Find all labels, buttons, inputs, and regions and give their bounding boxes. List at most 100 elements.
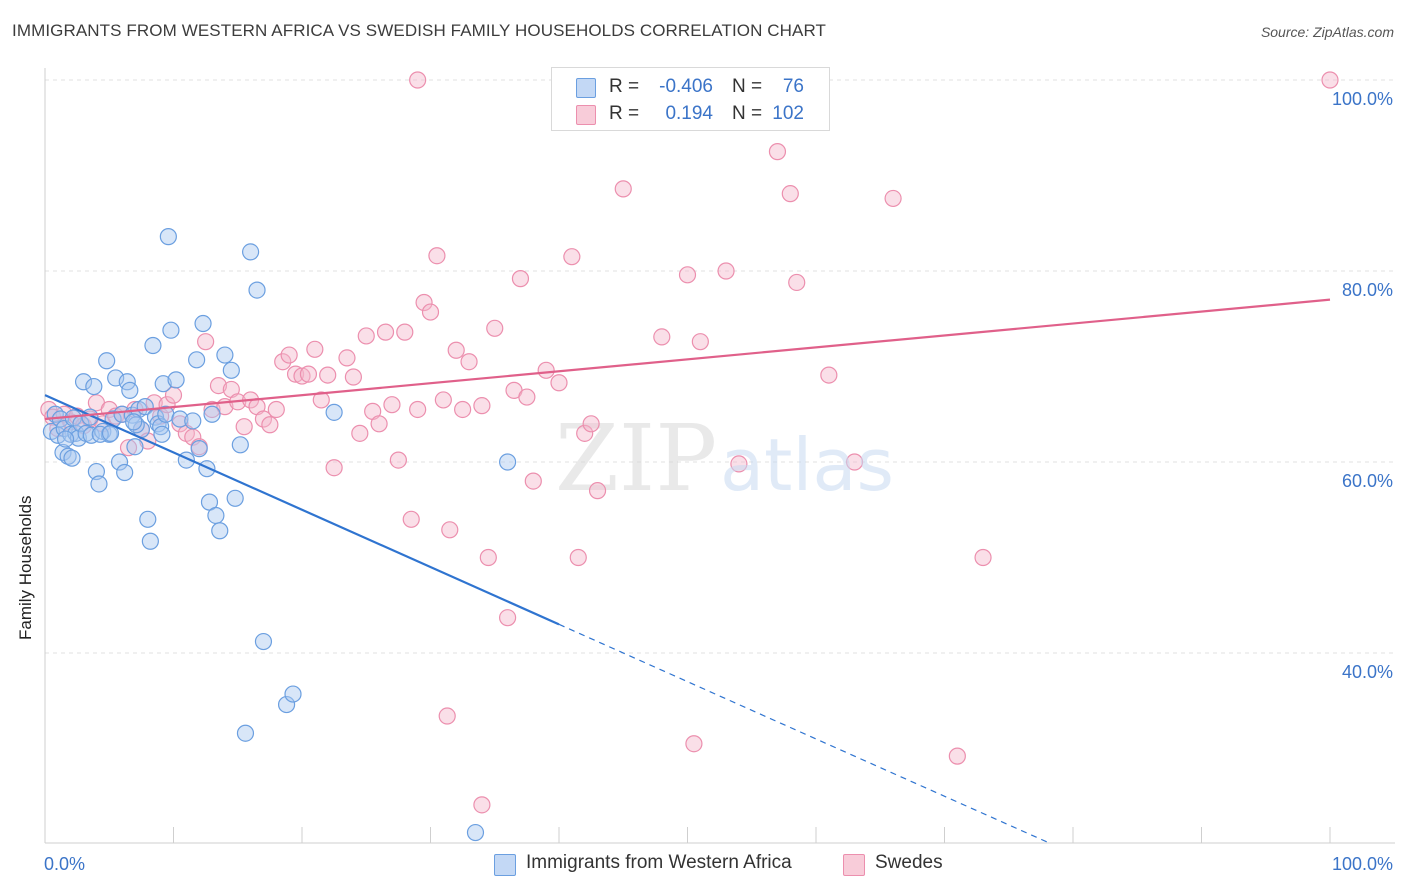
- trend-line-western-africa: [44, 394, 560, 626]
- swedes-point: [441, 521, 459, 539]
- swedes-point: [948, 747, 966, 765]
- western-africa-point: [188, 351, 206, 369]
- y-tick-label: 100.0%: [1332, 89, 1393, 109]
- swedes-point: [781, 185, 799, 203]
- swedes-point: [614, 180, 632, 198]
- grid-lines: [45, 79, 1395, 654]
- swedes-point: [235, 418, 253, 436]
- legend-row-western-africa: R = -0.406 N = 76: [552, 74, 829, 100]
- swedes-point: [499, 609, 517, 627]
- swedes-point: [409, 71, 427, 89]
- swedes-point: [691, 333, 709, 351]
- western-africa-point: [167, 371, 185, 389]
- swedes-point: [434, 391, 452, 409]
- swedes-point: [203, 400, 221, 419]
- swedes-point: [357, 327, 375, 345]
- swedes-point: [473, 397, 491, 415]
- legend-swatch-pink: [576, 105, 596, 125]
- swedes-point: [454, 400, 472, 419]
- swedes-point: [974, 548, 992, 567]
- western-africa-point: [466, 823, 485, 842]
- western-africa-point: [325, 403, 343, 421]
- western-africa-point: [162, 321, 180, 339]
- western-africa-point: [159, 228, 177, 246]
- swedes-point: [274, 353, 292, 371]
- swedes-point: [325, 459, 343, 477]
- swedes-point: [402, 510, 420, 528]
- western-africa-point: [154, 375, 172, 393]
- swedes-point: [338, 349, 356, 367]
- western-africa-point: [236, 724, 255, 742]
- swedes-point: [479, 548, 497, 567]
- swedes-point: [267, 400, 285, 419]
- swedes-point: [550, 374, 568, 392]
- legend-n-value: 76: [782, 76, 804, 97]
- swedes-point: [306, 340, 324, 358]
- swedes-point: [447, 341, 465, 359]
- western-africa-point: [277, 695, 296, 714]
- swedes-point: [438, 707, 456, 725]
- western-africa-point: [127, 416, 145, 434]
- y-axis-label: Family Households: [16, 495, 35, 640]
- swedes-point: [588, 482, 607, 500]
- swedes-point: [415, 293, 433, 312]
- swedes-point: [685, 735, 703, 753]
- swedes-point: [254, 410, 273, 428]
- legend-r-label: R =: [609, 103, 640, 124]
- swedes-point: [820, 366, 838, 384]
- legend-label: Swedes: [875, 852, 943, 873]
- swedes-point: [344, 368, 362, 386]
- western-africa-point: [211, 522, 229, 540]
- swedes-point: [351, 424, 369, 442]
- y-tick-label: 60.0%: [1342, 471, 1393, 491]
- chart-title: IMMIGRANTS FROM WESTERN AFRICA VS SWEDIS…: [12, 21, 827, 40]
- western-africa-point: [231, 436, 249, 454]
- swedes-point: [286, 365, 305, 383]
- legend-swatch-blue: [494, 854, 516, 876]
- western-africa-point: [85, 377, 103, 396]
- western-africa-point: [121, 381, 139, 399]
- western-africa-point: [171, 410, 189, 428]
- western-africa-point: [222, 361, 240, 379]
- swedes-point: [717, 262, 735, 280]
- swedes-point: [730, 455, 748, 473]
- watermark-text-atlas: atlas: [720, 423, 894, 507]
- western-africa-point: [74, 373, 93, 391]
- western-africa-point: [284, 685, 302, 703]
- western-africa-point: [63, 449, 81, 467]
- swedes-point: [511, 270, 530, 288]
- western-africa-point: [248, 281, 266, 299]
- swedes-point: [312, 391, 330, 409]
- swedes-point: [518, 388, 536, 406]
- western-africa-point: [139, 510, 157, 528]
- western-africa-point: [116, 463, 134, 482]
- swedes-point: [537, 361, 555, 379]
- western-africa-point: [98, 352, 116, 370]
- axes: [44, 68, 1395, 844]
- western-africa-point: [194, 314, 212, 333]
- swedes-point: [409, 400, 427, 419]
- swedes-point: [1321, 71, 1339, 89]
- swedes-point: [576, 424, 594, 442]
- legend-r-label: R =: [609, 76, 640, 97]
- swedes-point: [428, 247, 446, 265]
- western-africa-point: [126, 438, 144, 456]
- swedes-point: [396, 323, 414, 341]
- western-africa-point: [49, 426, 67, 444]
- legend-label: Immigrants from Western Africa: [526, 852, 792, 873]
- swedes-point: [678, 266, 697, 284]
- western-africa-point: [110, 453, 129, 471]
- legend-row-swedes: R = 0.194 N = 102: [552, 101, 829, 127]
- swedes-point: [563, 248, 581, 266]
- swedes-point: [280, 346, 298, 364]
- swedes-point: [421, 303, 440, 321]
- tick-labels: 40.0% 60.0% 80.0% 100.0% 0.0% 100.0%: [44, 89, 1393, 874]
- y-tick-label: 40.0%: [1342, 662, 1393, 682]
- swedes-point: [319, 366, 337, 384]
- western-africa-point: [207, 506, 225, 525]
- western-africa-point: [226, 489, 244, 507]
- swedes-point: [299, 365, 318, 383]
- x-tick-label-min: 0.0%: [44, 854, 85, 874]
- trend-line-swedes: [44, 298, 1331, 421]
- watermark-text: ZIP: [555, 405, 717, 512]
